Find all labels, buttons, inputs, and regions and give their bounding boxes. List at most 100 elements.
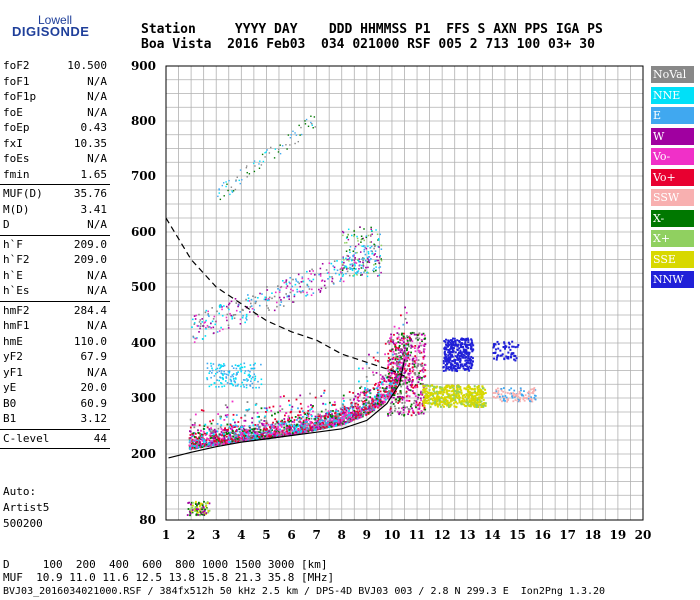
echo-point — [398, 361, 401, 364]
echo-point — [331, 417, 334, 419]
echo-point — [362, 413, 365, 416]
echo-point — [421, 376, 423, 379]
echo-point — [208, 429, 211, 432]
echo-point — [323, 423, 326, 426]
echo-point — [274, 430, 277, 433]
echo-point — [400, 337, 403, 340]
echo-point — [328, 417, 331, 420]
echo-point — [231, 440, 234, 443]
echo-point — [367, 252, 370, 255]
echo-point — [411, 380, 414, 383]
echo-point — [421, 391, 423, 394]
echo-point — [268, 309, 270, 311]
echo-point — [205, 445, 208, 448]
echo-point — [413, 365, 416, 368]
echo-point — [328, 262, 331, 264]
echo-point — [251, 428, 254, 431]
echo-point — [338, 417, 340, 420]
echo-point — [406, 355, 409, 358]
echo-point — [452, 399, 455, 402]
echo-point — [297, 428, 300, 430]
echo-point — [304, 413, 307, 416]
echo-point — [213, 332, 215, 334]
echo-point — [471, 357, 474, 360]
echo-point — [496, 354, 499, 357]
echo-point — [361, 408, 363, 411]
echo-point — [227, 189, 229, 192]
echo-point — [231, 374, 234, 376]
echo-point — [319, 275, 322, 277]
echo-point — [287, 415, 290, 418]
echo-point — [287, 433, 290, 435]
echo-point — [370, 235, 372, 237]
echo-point — [314, 396, 317, 399]
echo-point — [421, 333, 424, 336]
echo-point — [457, 365, 460, 368]
echo-point — [208, 326, 211, 328]
echo-point — [218, 441, 220, 444]
echo-point — [360, 416, 363, 418]
echo-point — [411, 331, 414, 334]
echo-point — [477, 397, 480, 400]
echo-point — [456, 387, 459, 390]
echo-point — [349, 251, 351, 254]
echo-point — [407, 351, 410, 353]
echo-point — [264, 429, 267, 431]
echo-point — [367, 245, 369, 247]
echo-point — [296, 423, 298, 426]
echo-point — [285, 287, 288, 289]
echo-point — [274, 429, 277, 432]
echo-point — [362, 263, 365, 265]
echo-point — [467, 339, 470, 342]
echo-point — [258, 167, 261, 169]
echo-point — [351, 404, 353, 407]
echo-point — [218, 440, 220, 443]
echo-point — [402, 335, 405, 338]
echo-point — [405, 353, 407, 356]
echo-point — [465, 398, 468, 401]
echo-point — [322, 402, 325, 405]
echo-point — [364, 412, 367, 415]
param-key: B1 — [3, 412, 17, 425]
echo-point — [304, 123, 307, 125]
echo-point — [189, 514, 191, 517]
echo-point — [297, 281, 299, 283]
echo-point — [313, 427, 316, 430]
echo-point — [493, 343, 496, 346]
echo-point — [237, 436, 240, 438]
echo-point — [198, 437, 201, 440]
echo-point — [279, 395, 282, 398]
echo-point — [199, 319, 202, 321]
echo-point — [342, 413, 344, 416]
echo-point — [221, 437, 224, 440]
echo-point — [212, 434, 214, 437]
echo-point — [454, 340, 457, 343]
echo-point — [209, 432, 212, 435]
echo-point — [375, 259, 377, 262]
echo-point — [265, 431, 268, 434]
echo-point — [440, 397, 443, 400]
echo-point — [306, 293, 309, 296]
echo-point — [355, 402, 358, 405]
echo-point — [401, 376, 404, 378]
echo-point — [290, 408, 293, 411]
echo-point — [320, 416, 323, 419]
echo-point — [399, 395, 402, 398]
echo-point — [250, 367, 253, 370]
echo-point — [197, 429, 199, 432]
echo-point — [206, 367, 209, 369]
echo-point — [210, 362, 212, 365]
echo-point — [271, 426, 274, 429]
echo-point — [212, 318, 215, 320]
echo-point — [345, 409, 348, 412]
echo-point — [473, 400, 476, 403]
echo-point — [277, 425, 279, 428]
echo-point — [338, 423, 341, 426]
echo-point — [436, 390, 439, 393]
echo-point — [422, 332, 425, 335]
echo-point — [370, 245, 373, 248]
echo-point — [514, 359, 517, 362]
echo-point — [210, 327, 212, 329]
echo-point — [418, 401, 421, 404]
echo-point — [315, 422, 318, 425]
